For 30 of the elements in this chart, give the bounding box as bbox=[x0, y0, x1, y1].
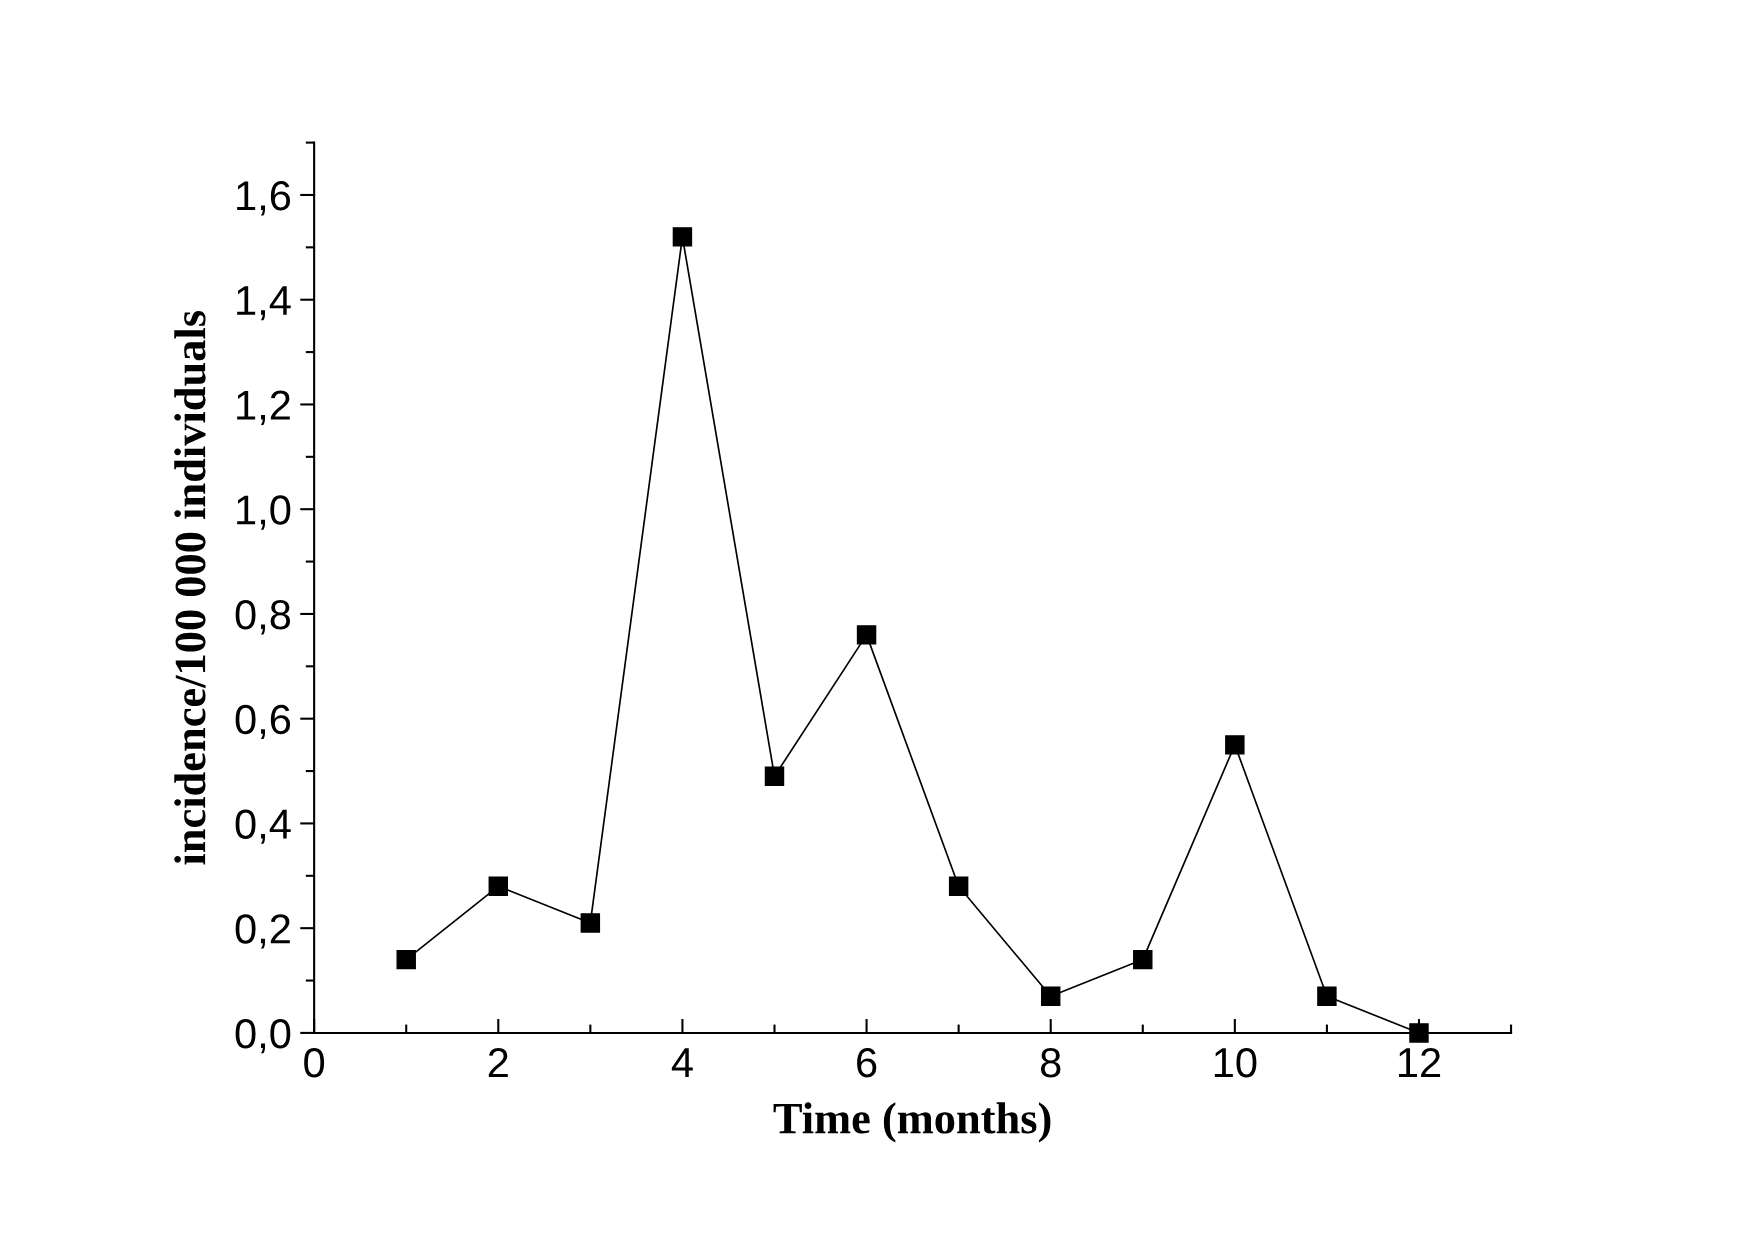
y-tick-label: 0,2 bbox=[235, 914, 290, 949]
y-tick-label: 1,0 bbox=[237, 495, 291, 530]
x-tick-label: 2 bbox=[488, 1047, 508, 1077]
x-axis-title: Time (months) bbox=[773, 1102, 1051, 1143]
point bbox=[764, 766, 785, 787]
point bbox=[856, 625, 877, 645]
x-tick-label: 8 bbox=[1040, 1047, 1061, 1078]
y-tick-label: 0,4 bbox=[235, 809, 291, 844]
y-tick-label: 1,6 bbox=[237, 180, 291, 216]
point bbox=[580, 913, 601, 933]
y-tick-label: 0,0 bbox=[235, 1018, 291, 1054]
y-tick-label: 0,6 bbox=[235, 704, 291, 740]
x-tick-label: 4 bbox=[671, 1048, 693, 1077]
y-tick-label: 1,2 bbox=[237, 390, 290, 425]
point bbox=[1317, 986, 1337, 1006]
x-tick-label: 6 bbox=[857, 1047, 877, 1078]
x-tick-label: 0 bbox=[304, 1047, 325, 1078]
point bbox=[1040, 986, 1061, 1006]
x-tick-label: 12 bbox=[1398, 1047, 1441, 1077]
point bbox=[488, 876, 509, 897]
point bbox=[672, 227, 693, 247]
point bbox=[1133, 949, 1153, 970]
point bbox=[396, 949, 416, 970]
y-tick-label: 0,8 bbox=[235, 599, 291, 635]
point bbox=[948, 876, 969, 897]
point bbox=[1225, 735, 1245, 755]
point bbox=[1409, 1023, 1429, 1043]
y-tick-label: 1,4 bbox=[237, 286, 291, 321]
x-tick-label: 10 bbox=[1214, 1047, 1257, 1078]
y-axis-title: incidence/100 000 individuals bbox=[174, 311, 206, 865]
